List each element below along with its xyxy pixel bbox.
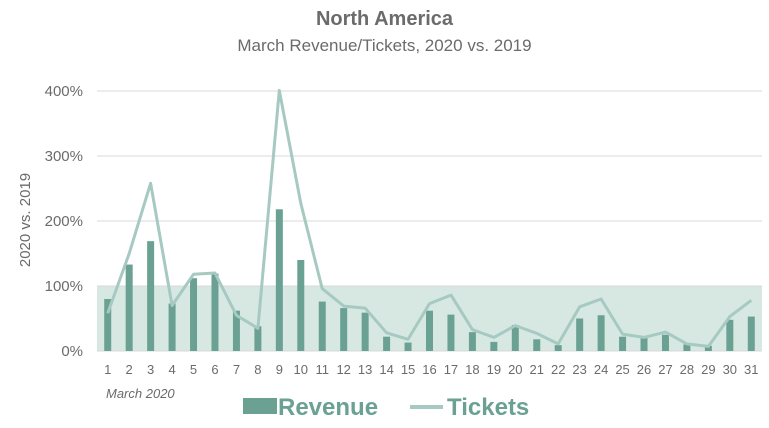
x-tick-label: 3 bbox=[147, 362, 154, 377]
revenue-bar bbox=[747, 316, 755, 351]
x-tick-label: 13 bbox=[358, 362, 372, 377]
revenue-bar bbox=[619, 336, 627, 351]
revenue-bar bbox=[447, 314, 455, 351]
revenue-bar bbox=[254, 326, 262, 351]
x-tick-label: 28 bbox=[680, 362, 694, 377]
x-tick-label: 27 bbox=[658, 362, 672, 377]
x-tick-label: 29 bbox=[701, 362, 715, 377]
revenue-bar bbox=[490, 341, 498, 351]
revenue-bar bbox=[125, 264, 133, 351]
revenue-bar bbox=[468, 332, 476, 351]
x-tick-label: 26 bbox=[637, 362, 651, 377]
x-tick-label: 4 bbox=[168, 362, 175, 377]
x-tick-label: 18 bbox=[465, 362, 479, 377]
chart-title: North America bbox=[315, 8, 454, 30]
revenue-bar bbox=[318, 301, 326, 351]
x-tick-label: 2 bbox=[126, 362, 133, 377]
x-tick-label: 9 bbox=[276, 362, 283, 377]
legend-label-revenue: Revenue bbox=[278, 394, 378, 421]
revenue-bar bbox=[726, 319, 734, 351]
x-tick-label: 1 bbox=[104, 362, 111, 377]
revenue-bar bbox=[361, 312, 369, 351]
revenue-bar bbox=[554, 345, 562, 351]
revenue-bar bbox=[661, 334, 669, 351]
revenue-bar bbox=[232, 310, 240, 351]
chart-subtitle: March Revenue/Tickets, 2020 vs. 2019 bbox=[237, 36, 532, 55]
revenue-bar bbox=[340, 308, 348, 351]
legend-label-tickets: Tickets bbox=[447, 394, 529, 421]
y-tick-label: 100% bbox=[45, 278, 83, 295]
x-tick-label: 25 bbox=[615, 362, 629, 377]
x-tick-label: 15 bbox=[401, 362, 415, 377]
legend: Revenue Tickets bbox=[243, 394, 529, 421]
revenue-bar bbox=[511, 325, 519, 351]
revenue-bar bbox=[640, 338, 648, 351]
y-tick-label: 300% bbox=[45, 148, 83, 165]
x-tick-label: 22 bbox=[551, 362, 565, 377]
legend-swatch-revenue bbox=[243, 398, 277, 414]
x-tick-label: 24 bbox=[594, 362, 608, 377]
x-tick-label: 23 bbox=[572, 362, 586, 377]
x-tick-label: 6 bbox=[211, 362, 218, 377]
revenue-bar bbox=[597, 315, 605, 351]
y-tick-label: 200% bbox=[45, 213, 83, 230]
x-tick-label: 8 bbox=[254, 362, 261, 377]
y-axis-label: 2020 vs. 2019 bbox=[17, 173, 34, 267]
revenue-bar bbox=[211, 273, 219, 351]
x-tick-label: 21 bbox=[530, 362, 544, 377]
x-tick-label: 10 bbox=[294, 362, 308, 377]
x-axis-label: March 2020 bbox=[106, 386, 175, 401]
revenue-bar bbox=[576, 318, 584, 351]
revenue-bar bbox=[104, 299, 112, 351]
revenue-bar bbox=[683, 344, 691, 351]
revenue-bar bbox=[190, 278, 198, 351]
x-tick-label: 11 bbox=[315, 362, 329, 377]
x-tick-label: 12 bbox=[336, 362, 350, 377]
x-tick-label: 20 bbox=[508, 362, 522, 377]
revenue-bar bbox=[383, 336, 391, 351]
revenue-bar bbox=[404, 342, 412, 351]
y-tick-label: 0% bbox=[61, 343, 83, 360]
x-tick-label: 14 bbox=[379, 362, 393, 377]
x-tick-label: 7 bbox=[233, 362, 240, 377]
revenue-bar bbox=[533, 339, 541, 351]
revenue-bar bbox=[704, 345, 712, 351]
x-tick-label: 31 bbox=[744, 362, 758, 377]
x-tick-label: 30 bbox=[723, 362, 737, 377]
x-tick-label: 17 bbox=[444, 362, 458, 377]
revenue-bar bbox=[426, 310, 433, 351]
x-tick-label: 5 bbox=[190, 362, 197, 377]
revenue-bar bbox=[168, 303, 176, 351]
y-tick-label: 400% bbox=[45, 83, 83, 100]
revenue-bar bbox=[297, 260, 305, 351]
x-tick-label: 16 bbox=[422, 362, 436, 377]
revenue-bar bbox=[275, 209, 283, 351]
x-tick-label: 19 bbox=[487, 362, 501, 377]
revenue-bar bbox=[147, 241, 155, 351]
tickets-line bbox=[106, 88, 753, 348]
